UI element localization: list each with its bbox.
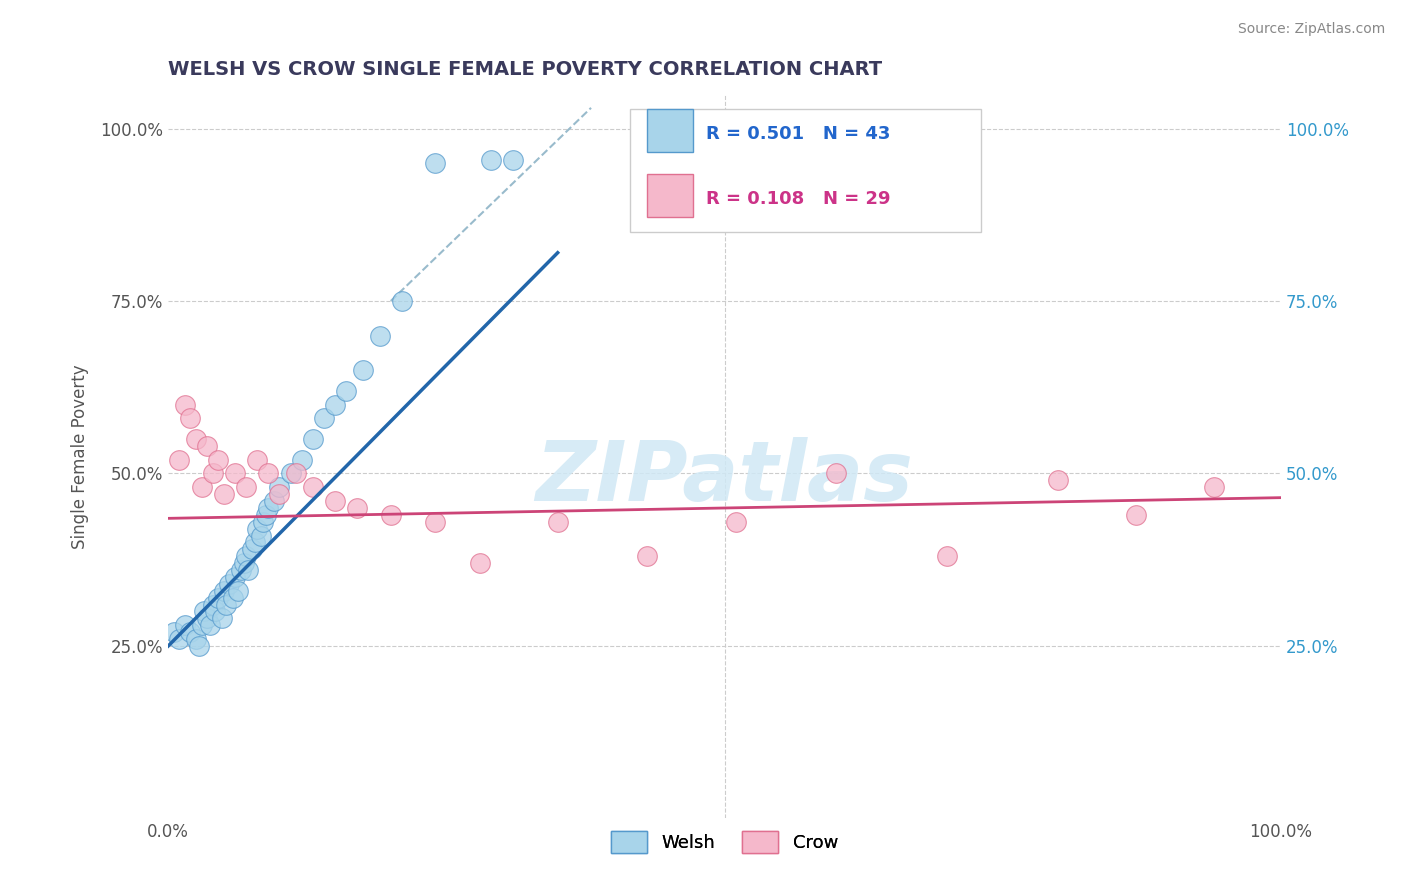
Point bbox=[179, 411, 201, 425]
Point bbox=[254, 508, 277, 522]
Point bbox=[1204, 480, 1226, 494]
FancyBboxPatch shape bbox=[630, 109, 980, 232]
Point bbox=[479, 153, 502, 167]
Point bbox=[547, 515, 569, 529]
Point bbox=[212, 487, 235, 501]
Y-axis label: Single Female Poverty: Single Female Poverty bbox=[72, 364, 89, 549]
Point bbox=[174, 618, 197, 632]
Point bbox=[232, 556, 254, 570]
Point bbox=[238, 563, 260, 577]
Point bbox=[936, 549, 959, 564]
Text: R = 0.108   N = 29: R = 0.108 N = 29 bbox=[706, 190, 890, 208]
Point bbox=[257, 501, 280, 516]
Point bbox=[222, 591, 245, 605]
Point bbox=[235, 480, 257, 494]
Point bbox=[302, 480, 325, 494]
Point bbox=[184, 632, 207, 646]
Text: R = 0.501   N = 43: R = 0.501 N = 43 bbox=[706, 125, 890, 143]
Point bbox=[190, 480, 212, 494]
Point bbox=[184, 432, 207, 446]
Point bbox=[346, 501, 368, 516]
Text: ZIPatlas: ZIPatlas bbox=[536, 437, 914, 518]
Point bbox=[335, 384, 357, 398]
Point bbox=[246, 522, 269, 536]
Point bbox=[257, 467, 280, 481]
Point bbox=[323, 494, 346, 508]
Point bbox=[291, 452, 314, 467]
Point bbox=[502, 153, 524, 167]
Point bbox=[252, 515, 274, 529]
Point bbox=[824, 467, 846, 481]
FancyBboxPatch shape bbox=[647, 109, 693, 152]
Point bbox=[193, 605, 215, 619]
Point bbox=[312, 411, 335, 425]
Point bbox=[468, 556, 491, 570]
Point bbox=[179, 625, 201, 640]
Point bbox=[280, 467, 302, 481]
Point bbox=[200, 618, 222, 632]
Point bbox=[201, 598, 224, 612]
Point bbox=[224, 467, 246, 481]
Point bbox=[207, 591, 229, 605]
Point bbox=[195, 611, 218, 625]
Point bbox=[1125, 508, 1147, 522]
Point bbox=[269, 480, 291, 494]
Point bbox=[211, 611, 233, 625]
Point bbox=[218, 577, 240, 591]
Point bbox=[249, 528, 271, 542]
Point bbox=[224, 570, 246, 584]
Point bbox=[240, 542, 263, 557]
Point bbox=[207, 452, 229, 467]
Point bbox=[380, 508, 402, 522]
Point bbox=[212, 583, 235, 598]
Point bbox=[246, 452, 269, 467]
Point bbox=[169, 632, 191, 646]
Point bbox=[235, 549, 257, 564]
Point bbox=[352, 363, 374, 377]
Point bbox=[169, 452, 191, 467]
Point bbox=[302, 432, 325, 446]
Point bbox=[263, 494, 285, 508]
Point bbox=[323, 397, 346, 411]
Point bbox=[215, 598, 238, 612]
Text: Source: ZipAtlas.com: Source: ZipAtlas.com bbox=[1237, 22, 1385, 37]
Point bbox=[204, 605, 226, 619]
Point bbox=[724, 515, 747, 529]
Point bbox=[269, 487, 291, 501]
Point bbox=[201, 467, 224, 481]
Point bbox=[188, 639, 211, 653]
Point bbox=[243, 535, 266, 549]
Point bbox=[368, 328, 391, 343]
Point bbox=[425, 156, 447, 170]
Text: WELSH VS CROW SINGLE FEMALE POVERTY CORRELATION CHART: WELSH VS CROW SINGLE FEMALE POVERTY CORR… bbox=[169, 60, 883, 78]
Point bbox=[636, 549, 658, 564]
Point bbox=[229, 563, 252, 577]
Point bbox=[285, 467, 308, 481]
Point bbox=[190, 618, 212, 632]
Point bbox=[425, 515, 447, 529]
Point bbox=[391, 293, 413, 308]
Point bbox=[195, 439, 218, 453]
FancyBboxPatch shape bbox=[647, 174, 693, 217]
Legend: Welsh, Crow: Welsh, Crow bbox=[603, 823, 845, 860]
Point bbox=[174, 397, 197, 411]
Point bbox=[1047, 474, 1070, 488]
Point bbox=[163, 625, 186, 640]
Point bbox=[226, 583, 249, 598]
